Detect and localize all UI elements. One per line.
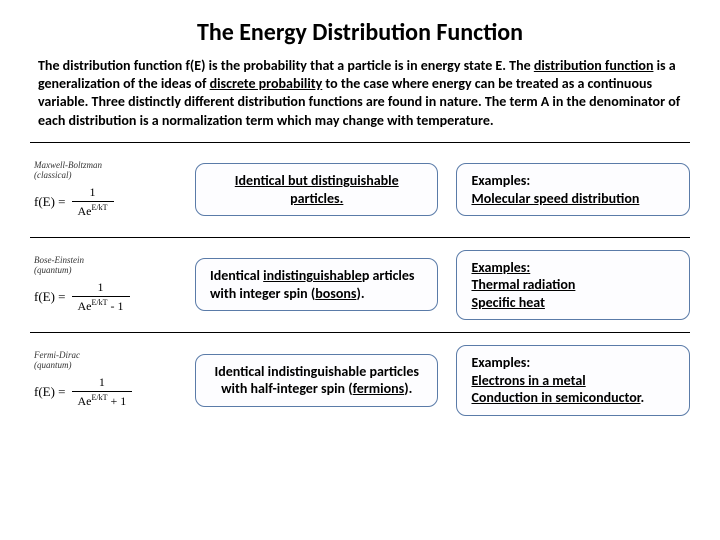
formula-name-fd: Fermi-Dirac (quantum) — [34, 350, 195, 370]
dist-name: Fermi-Dirac — [34, 350, 80, 360]
eq-num: 1 — [72, 374, 133, 392]
eq-num: 1 — [72, 184, 114, 202]
dist-sub: (classical) — [34, 170, 72, 180]
link-fermions[interactable]: fermions — [353, 380, 405, 397]
desc-text: Identical — [210, 267, 263, 284]
eq-num: 1 — [72, 279, 130, 297]
eq-fraction: 1 AeE/kT - 1 — [72, 279, 130, 315]
link-specific-heat[interactable]: Specific heat — [471, 294, 544, 311]
formula-eq-mb: f(E) = 1 AeE/kT — [34, 184, 195, 220]
link-discrete-probability[interactable]: discrete probability — [210, 75, 323, 92]
dist-sub: (quantum) — [34, 265, 72, 275]
formula-name-mb: Maxwell-Boltzman (classical) — [34, 160, 195, 180]
eq-den: AeE/kT — [72, 202, 114, 220]
formula-mb: Maxwell-Boltzman (classical) f(E) = 1 Ae… — [30, 160, 195, 220]
eq-den: AeE/kT + 1 — [72, 392, 133, 410]
formula-eq-fd: f(E) = 1 AeE/kT + 1 — [34, 374, 195, 410]
link-thermal-radiation[interactable]: Thermal radiation — [471, 276, 575, 293]
eq-den: AeE/kT - 1 — [72, 297, 130, 315]
formula-fd: Fermi-Dirac (quantum) f(E) = 1 AeE/kT + … — [30, 350, 195, 410]
examples-label: Examples: — [471, 259, 530, 276]
dist-sub: (quantum) — [34, 360, 72, 370]
link-indistinguishable[interactable]: indistinguishable — [263, 267, 362, 284]
examples-box-mb: Examples: Molecular speed distribution — [456, 163, 690, 216]
link-electrons-metal[interactable]: Electrons in a metal — [471, 372, 585, 389]
examples-label: Examples: — [471, 172, 530, 189]
eq-fraction: 1 AeE/kT + 1 — [72, 374, 133, 410]
desc-text: ). — [404, 380, 412, 397]
desc-text: ). — [356, 285, 364, 302]
link-molecular-speed[interactable]: Molecular speed distribution — [471, 190, 639, 207]
intro-paragraph: The distribution function f(E) is the pr… — [30, 57, 690, 143]
examples-box-fd: Examples: Electrons in a metal Conductio… — [456, 345, 690, 416]
examples-label: Examples: — [471, 354, 530, 371]
page-title: The Energy Distribution Function — [30, 18, 690, 47]
desc-text: Identical but distinguishable particles. — [235, 172, 399, 207]
row-bose-einstein: Bose-Einstein (quantum) f(E) = 1 AeE/kT … — [30, 238, 690, 333]
eq-fraction: 1 AeE/kT — [72, 184, 114, 220]
row-fermi-dirac: Fermi-Dirac (quantum) f(E) = 1 AeE/kT + … — [30, 333, 690, 428]
dist-name: Bose-Einstein — [34, 255, 84, 265]
dist-name: Maxwell-Boltzman — [34, 160, 102, 170]
desc-box-be: Identical indistinguishablep articles wi… — [195, 258, 438, 311]
link-distribution-function[interactable]: distribution function — [534, 57, 654, 74]
suffix: . — [640, 389, 644, 406]
link-conduction-semiconductor[interactable]: Conduction in semiconductor — [471, 389, 640, 406]
formula-eq-be: f(E) = 1 AeE/kT - 1 — [34, 279, 195, 315]
formula-name-be: Bose-Einstein (quantum) — [34, 255, 195, 275]
slide: The Energy Distribution Function The dis… — [0, 0, 720, 438]
row-maxwell-boltzman: Maxwell-Boltzman (classical) f(E) = 1 Ae… — [30, 143, 690, 238]
examples-box-be: Examples: Thermal radiation Specific hea… — [456, 250, 690, 321]
eq-lhs: f(E) = — [34, 384, 66, 400]
eq-lhs: f(E) = — [34, 194, 66, 210]
formula-be: Bose-Einstein (quantum) f(E) = 1 AeE/kT … — [30, 255, 195, 315]
desc-box-fd: Identical indistinguishable particles wi… — [195, 354, 438, 407]
eq-lhs: f(E) = — [34, 289, 66, 305]
intro-text-1: The distribution function f(E) is the pr… — [38, 57, 534, 74]
desc-box-mb: Identical but distinguishable particles. — [195, 163, 438, 216]
link-bosons[interactable]: bosons — [315, 285, 356, 302]
